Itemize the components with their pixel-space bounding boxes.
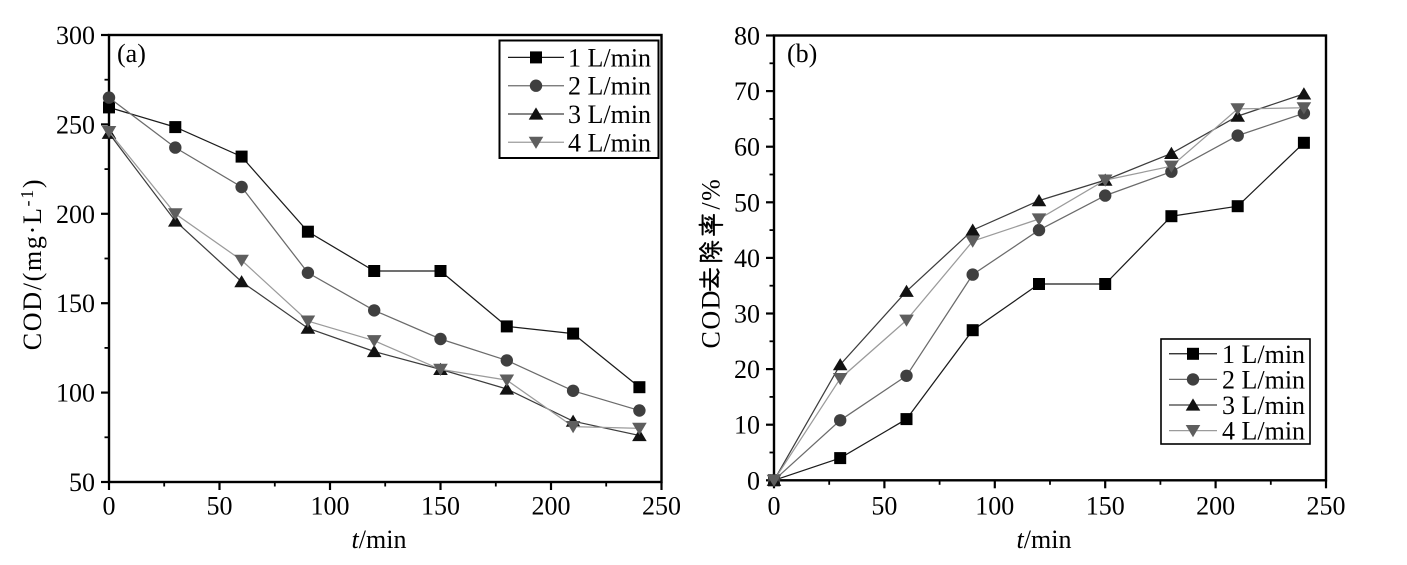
svg-text:(a): (a) [117,39,146,68]
svg-text:200: 200 [1196,492,1235,521]
svg-text:1 L/min: 1 L/min [1222,340,1305,369]
svg-text:40: 40 [734,244,760,273]
svg-text:100: 100 [56,379,95,408]
svg-text:250: 250 [642,492,681,521]
svg-text:0: 0 [103,492,116,521]
svg-text:50: 50 [69,468,95,497]
svg-text:0: 0 [747,466,760,495]
svg-text:20: 20 [734,355,760,384]
svg-text:70: 70 [734,77,760,106]
svg-text:300: 300 [56,21,95,50]
svg-text:150: 150 [1086,492,1125,521]
svg-text:10: 10 [734,411,760,440]
svg-text:2 L/min: 2 L/min [1222,365,1305,394]
svg-text:250: 250 [56,110,95,139]
svg-text:COD: COD [697,289,726,348]
svg-text:80: 80 [734,22,760,51]
svg-text:2 L/min: 2 L/min [568,72,651,101]
svg-text:t/min: t/min [352,525,407,554]
svg-text:3 L/min: 3 L/min [568,100,651,129]
svg-text:50: 50 [734,188,760,217]
svg-text:50: 50 [871,492,897,521]
svg-text:150: 150 [56,289,95,318]
svg-text:COD/(mg·L-1): COD/(mg·L-1) [17,178,47,351]
svg-text:t/min: t/min [1017,525,1072,554]
svg-text:50: 50 [207,492,233,521]
svg-text:60: 60 [734,133,760,162]
svg-text:4 L/min: 4 L/min [568,128,651,157]
svg-text:150: 150 [421,492,460,521]
svg-text:250: 250 [1307,492,1346,521]
svg-text:30: 30 [734,300,760,329]
svg-text:100: 100 [311,492,350,521]
svg-text:200: 200 [532,492,571,521]
svg-text:1 L/min: 1 L/min [568,43,651,72]
svg-text:(b): (b) [787,39,817,68]
svg-text:100: 100 [975,492,1014,521]
svg-text:3 L/min: 3 L/min [1222,391,1305,420]
svg-text:0: 0 [768,492,781,521]
svg-text:4 L/min: 4 L/min [1222,417,1305,446]
svg-text:/%: /% [697,178,726,210]
svg-text:200: 200 [56,200,95,229]
